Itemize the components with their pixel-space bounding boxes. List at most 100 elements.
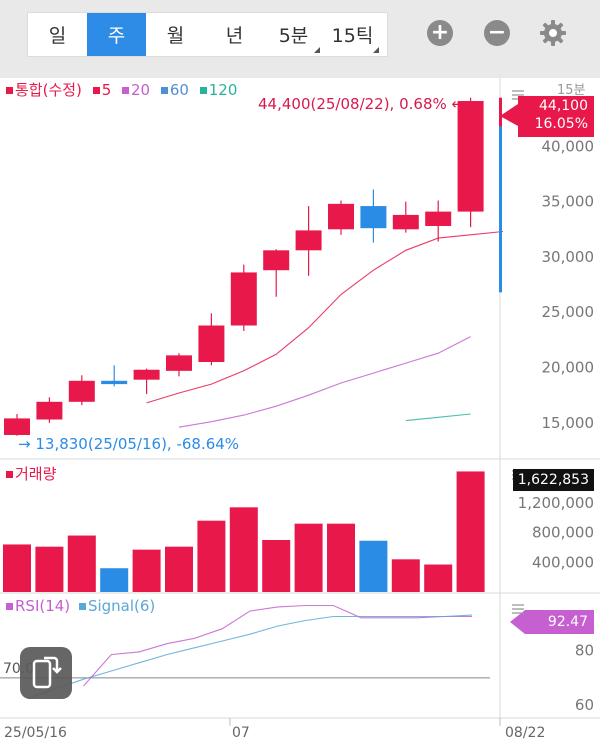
legend-ma120-label: 120: [208, 81, 238, 99]
legend-ma60-label: 60: [169, 81, 189, 99]
period-toolbar: 일 주 월 년 5분 15틱 + −: [0, 0, 600, 78]
legend-swatch: [6, 87, 13, 94]
tab-minute-label: 5분: [278, 25, 309, 47]
x-axis-label-start: 25/05/16: [4, 725, 67, 741]
tab-month[interactable]: 월: [146, 13, 205, 56]
candle-body: [166, 355, 192, 371]
gear-icon: [540, 20, 566, 46]
legend-ma5: 5: [92, 81, 112, 99]
volume-current-tag: 1,622,853: [513, 469, 594, 491]
rsi-title: RSI(14): [15, 597, 71, 615]
legend-swatch: [6, 603, 13, 610]
candle-body: [133, 369, 160, 380]
price-tick-label: 30,000: [542, 248, 595, 266]
legend-swatch: [92, 87, 100, 94]
volume-title: 거래량: [15, 465, 57, 483]
copy-screen-icon: [32, 656, 62, 689]
legend-swatch: [78, 603, 86, 610]
zoom-out-button[interactable]: −: [484, 20, 510, 46]
price-legend: 통합(수정) 5 20 60 120: [6, 79, 243, 100]
legend-swatch: [6, 471, 13, 478]
legend-ma5-label: 5: [101, 81, 112, 99]
price-tick-label: 20,000: [542, 359, 595, 377]
candle-body: [360, 206, 387, 229]
legend-ma20: 20: [122, 81, 150, 99]
right-arrow-icon: →: [18, 435, 31, 453]
price-tick-label: 40,000: [542, 137, 595, 155]
ma-line-20: [178, 336, 471, 428]
settings-button[interactable]: [539, 19, 567, 47]
legend-swatch: [199, 87, 207, 94]
rsi-current-tag: 92.47: [525, 610, 594, 634]
volume-tick-label: 1,200,000: [518, 494, 594, 512]
current-price-tag: 44,100 16.05%: [518, 96, 594, 137]
volume-bar: [100, 568, 129, 592]
tab-tick-label: 15틱: [331, 25, 374, 47]
price-range-bar: [499, 126, 502, 293]
volume-bar: [132, 549, 161, 592]
tab-week[interactable]: 주: [87, 13, 146, 56]
rsi-tick-label: 60: [575, 696, 594, 714]
volume-bar: [327, 523, 355, 592]
volume-bar: [3, 544, 31, 592]
screen-copy-button[interactable]: [20, 647, 72, 699]
price-tick-label: 15,000: [542, 414, 595, 432]
zoom-in-button[interactable]: +: [427, 20, 453, 46]
current-price-value: 44,100: [539, 98, 588, 114]
price-tag-pointer: [500, 104, 518, 126]
candle-body: [4, 418, 30, 435]
volume-bar: [67, 535, 96, 592]
partial-axis-label: 15분: [557, 83, 586, 98]
volume-bar: [197, 520, 226, 592]
candle-body: [295, 230, 322, 251]
candle-body: [198, 325, 225, 362]
volume-legend: 거래량: [6, 463, 56, 484]
legend-swatch: [122, 87, 130, 94]
legend-ma20-label: 20: [131, 81, 151, 99]
low-price-text: 13,830(25/05/16), -68.64%: [35, 435, 240, 453]
rsi-current-value: 92.47: [547, 614, 588, 630]
candle-body: [263, 250, 290, 271]
volume-current-value: 1,622,853: [517, 472, 589, 488]
tab-tick[interactable]: 15틱: [323, 13, 382, 56]
signal-title: Signal(6): [87, 597, 156, 615]
volume-bar: [229, 507, 258, 592]
x-axis-label-july: 07: [232, 725, 250, 741]
candle-body: [101, 380, 128, 385]
volume-bar: [456, 471, 485, 592]
volume-bar: [262, 540, 291, 592]
legend-ma120: 120: [199, 81, 238, 99]
plus-icon: +: [430, 20, 450, 45]
volume-bar: [424, 564, 453, 592]
volume-tick-label: 400,000: [532, 553, 594, 571]
tab-day[interactable]: 일: [28, 13, 87, 56]
ma-line-60: [405, 413, 471, 422]
volume-tick-label: 800,000: [532, 524, 594, 542]
price-tick-label: 35,000: [542, 193, 595, 211]
legend-main: 통합(수정): [6, 81, 82, 99]
low-price-annotation: → 13,830(25/05/16), -68.64%: [18, 435, 239, 453]
price-range-bar: [499, 97, 502, 127]
dropdown-corner-icon: [373, 47, 379, 53]
candle-body: [425, 211, 452, 226]
volume-bar: [391, 559, 420, 592]
candle-body: [230, 272, 257, 326]
legend-main-label: 통합(수정): [15, 81, 82, 99]
period-tabs: 일 주 월 년 5분 15틱: [27, 12, 388, 57]
dropdown-corner-icon: [314, 47, 320, 53]
tab-minute[interactable]: 5분: [264, 13, 323, 56]
candle-body: [68, 380, 95, 402]
volume-bar: [165, 546, 193, 592]
rsi-tick-label: 80: [575, 642, 594, 660]
price-tick-label: 25,000: [542, 303, 595, 321]
volume-bar: [35, 546, 64, 592]
volume-bar: [294, 523, 323, 592]
tab-year[interactable]: 년: [205, 13, 264, 56]
x-axis-label-end: 08/22: [505, 725, 546, 741]
minus-icon: −: [487, 20, 507, 45]
tab-day-label: 일: [48, 25, 67, 47]
tab-week-label: 주: [107, 25, 126, 47]
legend-ma60: 60: [160, 81, 189, 99]
rsi-line-RSI14: [83, 604, 472, 687]
